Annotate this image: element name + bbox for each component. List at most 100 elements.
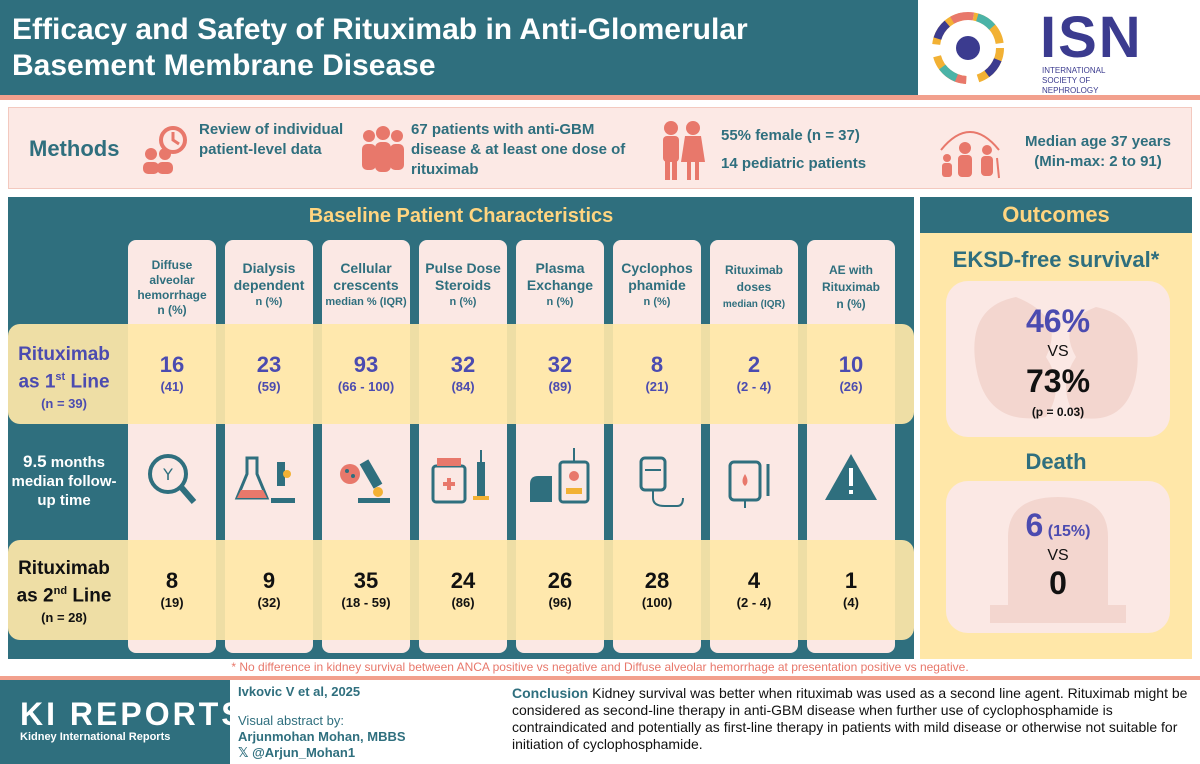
value-cell: 4 (2 - 4) xyxy=(736,568,772,610)
citation: Ivkovic V et al, 2025 xyxy=(238,684,361,699)
male-female-icon xyxy=(663,121,705,180)
row-label-second-line: Rituximab as 2nd Line (n = 28) xyxy=(8,558,120,629)
isn-logo-subtext: INTERNATIONAL SOCIETY OF NEPHROLOGY xyxy=(1042,66,1106,95)
death-card: 6 (15%) VS 0 xyxy=(946,481,1170,633)
visual-abstract-label: Visual abstract by: xyxy=(238,713,344,728)
column-header: Cyclophos phamide n (%) xyxy=(613,260,701,311)
value-cell: 9 (32) xyxy=(257,568,281,610)
death-value-second: 0 xyxy=(1049,565,1067,601)
column-label: Plasma Exchange xyxy=(526,260,594,293)
value-cell: 1 (4) xyxy=(843,568,859,610)
eksd-vs: VS xyxy=(1047,343,1069,360)
column-header: Pulse Dose Steroids n (%) xyxy=(419,260,507,311)
header-divider xyxy=(0,95,1200,100)
row-label-line: Rituximab xyxy=(18,558,110,579)
methods-label: Methods xyxy=(29,136,120,161)
ki-reports-subtext: Kidney International Reports xyxy=(20,731,171,743)
value-cell: 93 (66 - 100) xyxy=(337,352,395,394)
svg-text:Y: Y xyxy=(162,465,173,484)
methods-item-pediatric: 14 pediatric patients xyxy=(721,155,867,172)
value-cell: 32 (84) xyxy=(450,352,476,394)
column-label: Cyclophos phamide xyxy=(621,260,693,293)
column-header: Rituximab doses median (IQR) xyxy=(710,262,798,313)
page-title: Efficacy and Safety of Rituximab in Anti… xyxy=(12,13,748,82)
column-label: Cellular crescents xyxy=(333,260,399,293)
value-cell: 35 (18 - 59) xyxy=(341,568,391,610)
column-unit: n (%) xyxy=(643,296,671,308)
outcomes-title: Outcomes xyxy=(920,197,1192,233)
footnote: * No difference in kidney survival betwe… xyxy=(231,660,969,674)
value-cell: 28 (100) xyxy=(641,568,673,610)
methods-item-review: Review of individual patient-level data xyxy=(199,121,344,158)
author: Arjunmohan Mohan, MBBS xyxy=(238,729,406,744)
column-unit: median (IQR) xyxy=(722,299,786,310)
column-label: Dialysis dependent xyxy=(233,260,305,293)
followup-value: 9.5 xyxy=(23,452,47,471)
x-handle-link[interactable]: 𝕏 @Arjun_Mohan1 xyxy=(238,745,356,760)
column-unit: n (%) xyxy=(255,296,283,308)
iv-drip-icon xyxy=(728,460,770,508)
review-icon xyxy=(143,126,187,174)
value-cell: 8 (19) xyxy=(160,568,184,610)
column-label: Pulse Dose Steroids xyxy=(425,260,501,293)
column-unit: n (%) xyxy=(836,297,866,311)
methods-item-patients: 67 patients with anti-GBM disease & at l… xyxy=(411,121,626,178)
eksd-title: EKSD-free survival* xyxy=(952,247,1160,272)
eksd-p-value: (p = 0.03) xyxy=(1031,405,1085,419)
value-cell: 24 (86) xyxy=(450,568,476,610)
x-icon: 𝕏 xyxy=(238,745,253,760)
value-cell: 2 (2 - 4) xyxy=(736,352,772,394)
column-header: Dialysis dependent n (%) xyxy=(225,260,313,311)
methods-item-age-range: (Min-max: 2 to 91) xyxy=(1034,153,1162,170)
group-icon xyxy=(362,126,404,172)
isn-emblem-icon xyxy=(932,12,1004,84)
methods-item-female: 55% female (n = 37) xyxy=(721,127,860,144)
column-label: Rituximab doses xyxy=(724,263,783,294)
isn-logo-text: ISN xyxy=(1040,5,1143,70)
methods-panel: Methods Review of individual patient-lev… xyxy=(8,107,1192,189)
eksd-card: 46% VS 73% (p = 0.03) xyxy=(946,281,1170,437)
column-header: AE with Rituximab n (%) xyxy=(807,262,895,313)
row-n: (n = 39) xyxy=(41,396,87,412)
death-value-first: 6 (15%) xyxy=(1025,507,1091,543)
row-band-second-line xyxy=(8,540,914,640)
ki-reports-logo xyxy=(0,680,230,764)
value-cell: 23 (59) xyxy=(256,352,282,394)
row-label-first-line: Rituximab as 1st Line (n = 39) xyxy=(8,344,120,415)
warning-icon xyxy=(825,454,877,500)
value-cell: 8 (21) xyxy=(645,352,669,394)
eksd-value-second: 73% xyxy=(1025,363,1091,399)
iv-bag-icon xyxy=(639,456,684,507)
conclusion: Conclusion Kidney survival was better wh… xyxy=(512,685,1194,753)
microscope-cells-icon: Y xyxy=(148,454,197,504)
value-cell: 26 (96) xyxy=(547,568,573,610)
family-ages-icon xyxy=(940,131,1000,179)
plasma-machine-icon xyxy=(530,448,590,504)
death-vs: VS xyxy=(1047,547,1069,564)
kidney-icon xyxy=(974,297,1138,419)
column-unit: n (%) xyxy=(546,296,574,308)
conclusion-text: Kidney survival was better when rituxima… xyxy=(512,685,1188,752)
microscope-slide-icon xyxy=(340,459,390,503)
column-header: Diffuse alveolar hemorrhage n (%) xyxy=(128,258,216,318)
death-title: Death xyxy=(1025,449,1087,474)
column-label: AE with Rituximab xyxy=(821,263,880,294)
tombstone-icon xyxy=(990,497,1126,623)
followup-label: 9.5 months median follow-up time xyxy=(8,452,120,510)
value-cell: 16 (41) xyxy=(159,352,185,394)
column-unit: n (%) xyxy=(449,296,477,308)
conclusion-label: Conclusion xyxy=(512,685,589,701)
followup-text: median follow-up time xyxy=(11,473,117,509)
value-cell: 10 (26) xyxy=(838,352,864,394)
baseline-title: Baseline Patient Characteristics xyxy=(308,205,614,227)
row-label-line: Rituximab xyxy=(18,344,110,365)
pills-syringe-icon xyxy=(431,450,489,504)
footer-divider xyxy=(0,676,1200,680)
row-band-first-line xyxy=(8,324,914,424)
column-header: Plasma Exchange n (%) xyxy=(516,260,604,311)
methods-item-age: Median age 37 years xyxy=(1025,133,1171,150)
eksd-value-first: 46% xyxy=(1025,303,1091,339)
ki-reports-logo-text: KI REPORTS xyxy=(20,696,246,732)
value-cell: 32 (89) xyxy=(547,352,573,394)
outcomes-panel: Outcomes EKSD-free survival* 46% VS 73% … xyxy=(920,197,1192,659)
